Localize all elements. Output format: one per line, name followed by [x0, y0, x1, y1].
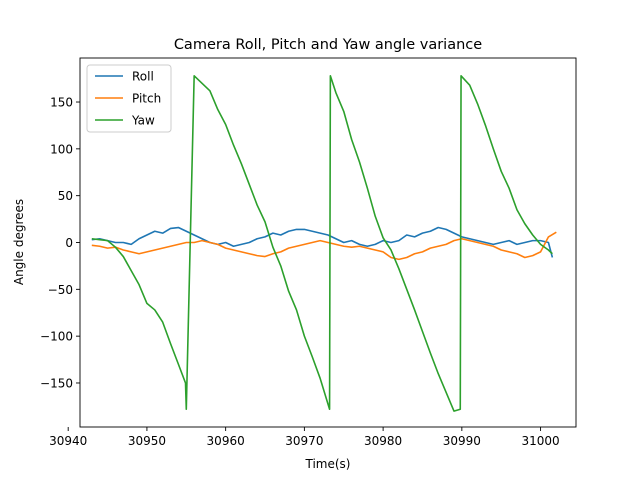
x-tick-label: 30990: [443, 434, 481, 448]
plot-area: 30940 30950 30960 30970 30980 30990 31000 −150 −…: [40, 57, 577, 448]
x-tick-label: 30980: [364, 434, 402, 448]
x-tick-label: 30950: [128, 434, 166, 448]
x-tick-label: 30940: [49, 434, 87, 448]
series-line-yaw: [91, 74, 553, 412]
series-line-pitch: [91, 231, 557, 261]
legend-label-roll: Roll: [132, 70, 154, 84]
y-tick-label: 50: [58, 189, 73, 203]
y-tick-label: −150: [40, 376, 73, 390]
y-tick-label: 100: [50, 142, 73, 156]
y-tick-label: 150: [50, 96, 73, 110]
chart-title: Camera Roll, Pitch and Yaw angle varianc…: [174, 37, 482, 53]
x-tick-label: 30970: [285, 434, 323, 448]
y-tick-label: −50: [48, 283, 73, 297]
x-tick-label: 31000: [521, 434, 559, 448]
series-line-roll: [91, 226, 554, 258]
y-tick-label: 0: [65, 236, 73, 250]
x-axis-title: Time(s): [305, 457, 351, 471]
legend-label-pitch: Pitch: [132, 92, 161, 106]
y-axis-title: Angle degrees: [12, 199, 26, 285]
x-tick-label: 30960: [207, 434, 245, 448]
legend: Roll Pitch Yaw: [86, 64, 172, 133]
y-tick-label: −100: [40, 330, 73, 344]
legend-box: [86, 64, 172, 133]
legend-label-yaw: Yaw: [131, 114, 155, 128]
